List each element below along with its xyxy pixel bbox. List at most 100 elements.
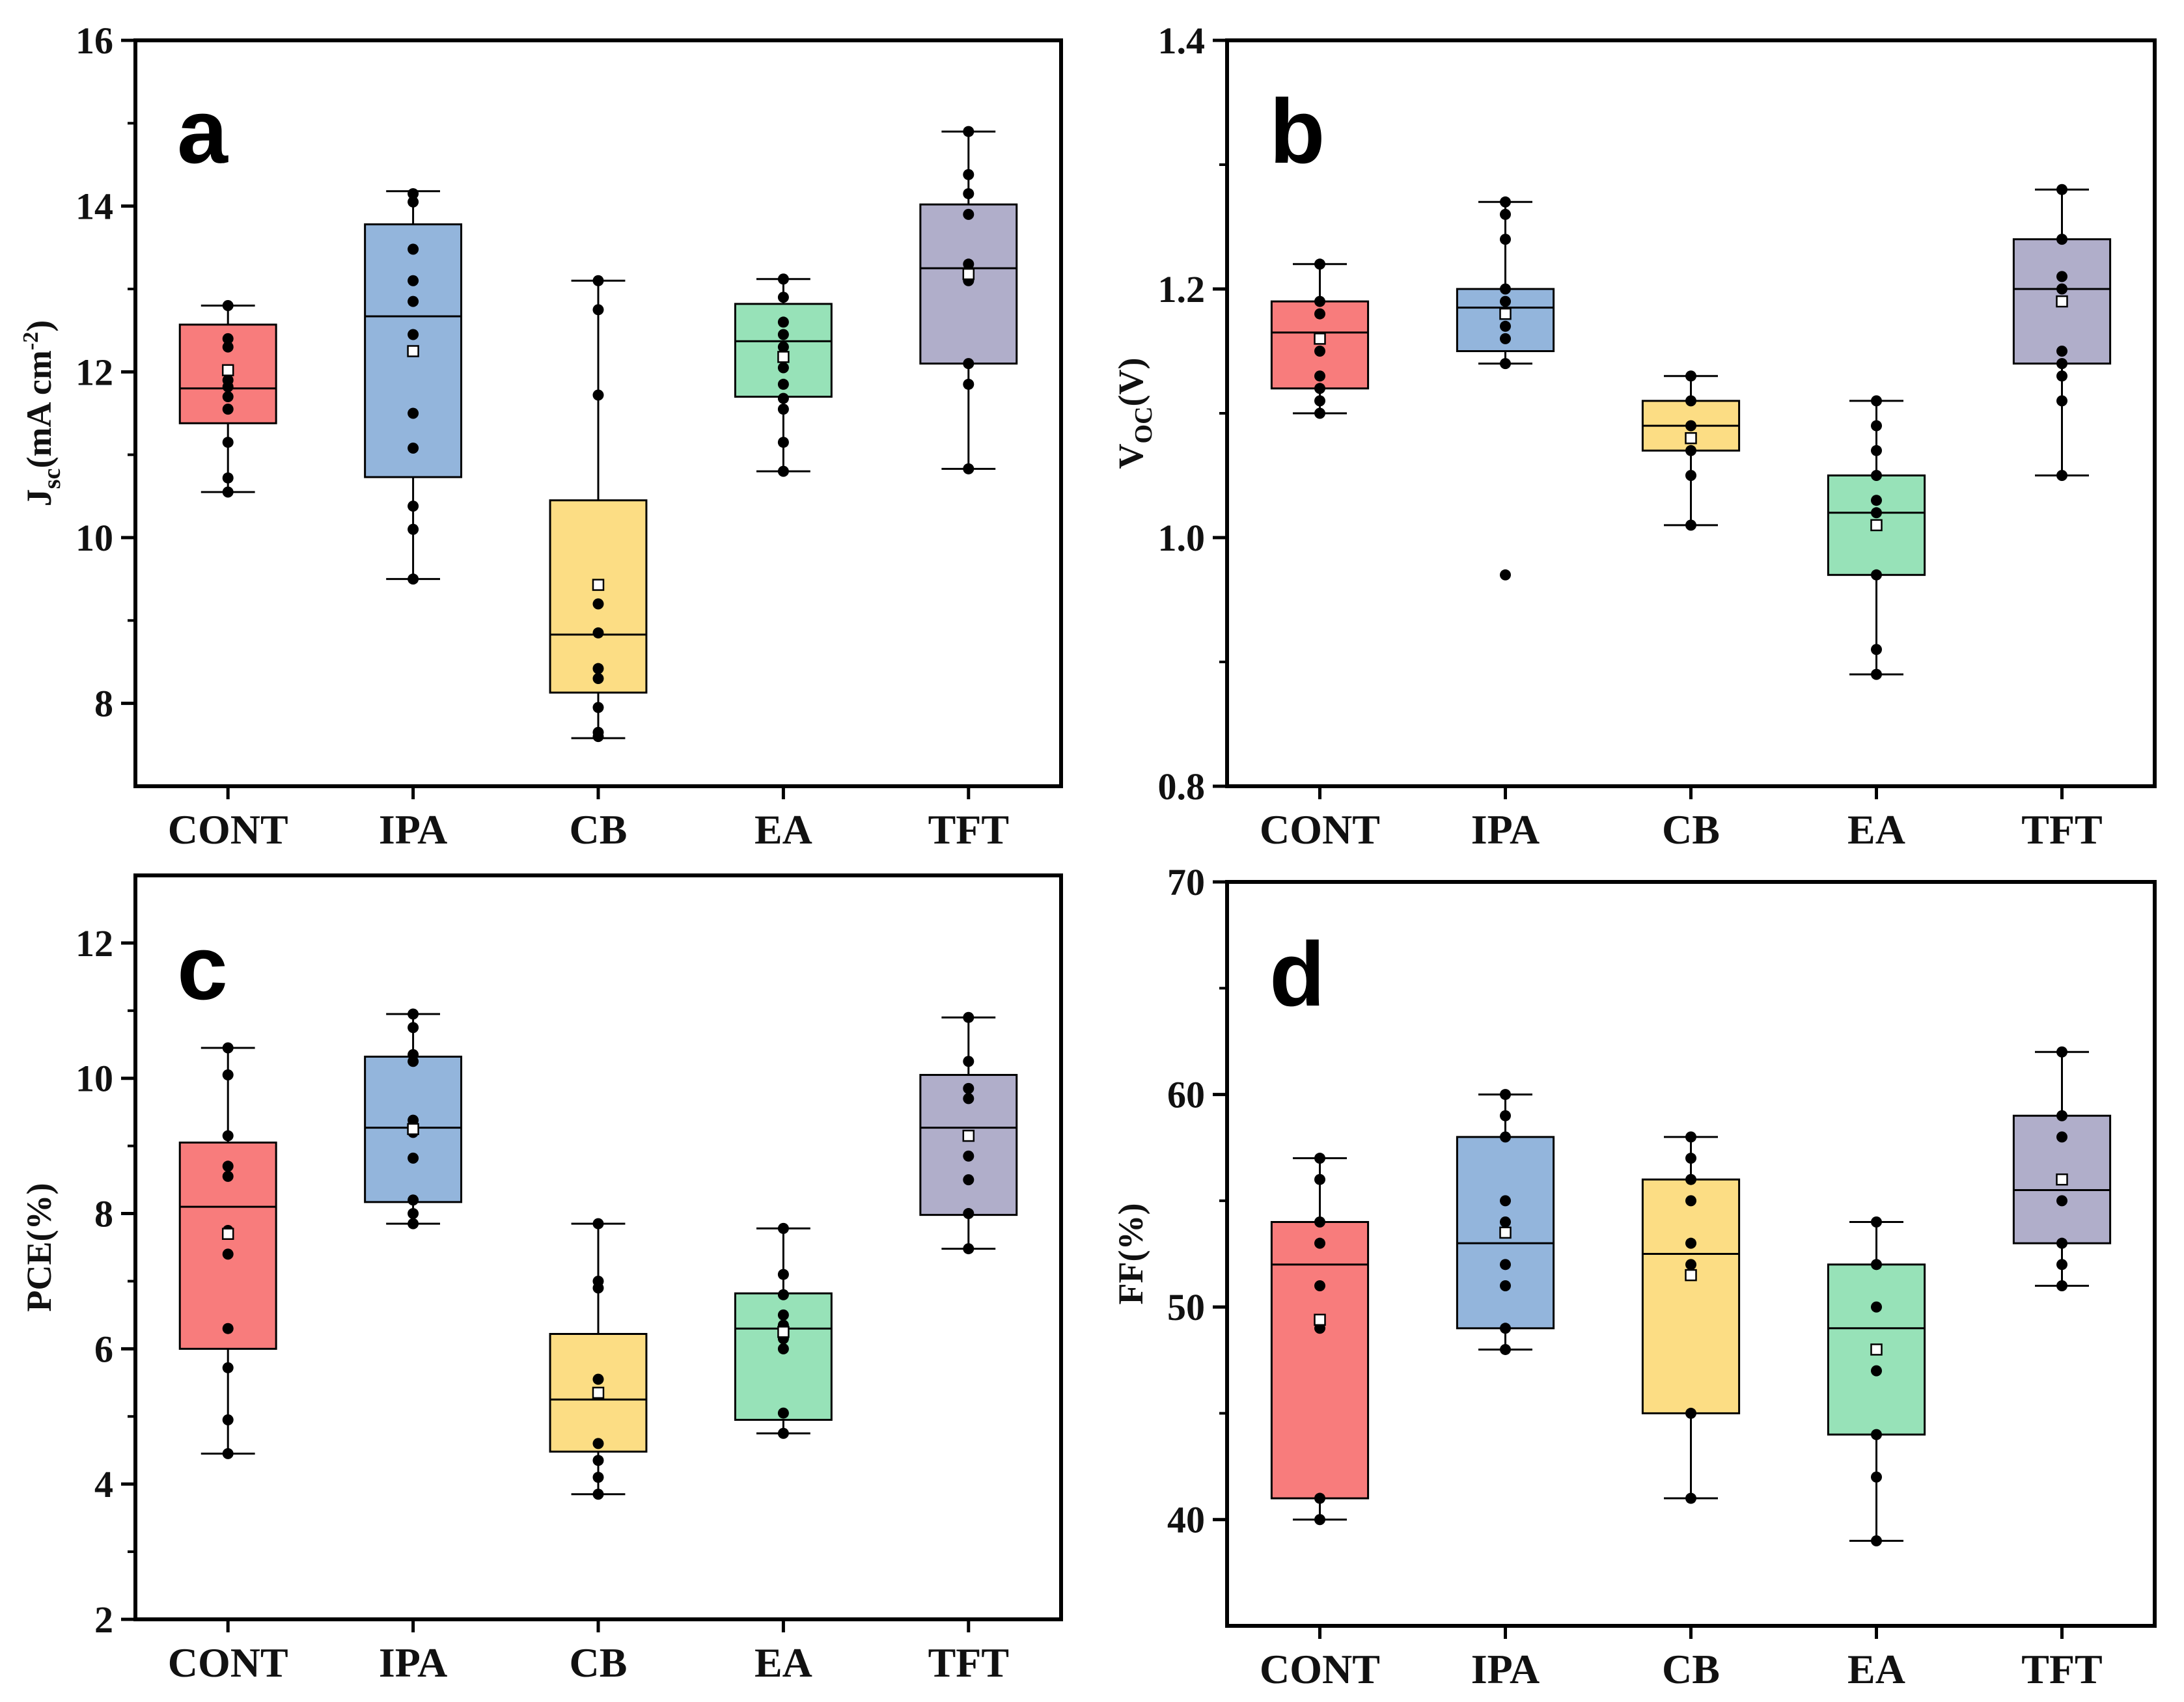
data-point	[408, 1152, 419, 1164]
data-point	[408, 243, 419, 255]
mean-marker	[1870, 519, 1883, 532]
data-point	[1871, 569, 1882, 581]
y-axis-label-part: FF(%)	[1111, 1203, 1150, 1305]
data-point	[777, 1427, 789, 1439]
y-tick-label: 1.4	[1158, 20, 1206, 62]
data-point	[592, 1218, 604, 1229]
data-point	[777, 437, 789, 448]
x-category-label: TFT	[2021, 806, 2102, 853]
data-point	[777, 404, 789, 415]
mean-marker	[1870, 1343, 1883, 1356]
data-point	[2056, 1131, 2067, 1143]
x-category-label: IPA	[1471, 1646, 1540, 1692]
y-tick-label: 16	[76, 20, 113, 62]
y-tick-label: 12	[76, 922, 113, 965]
data-point	[592, 598, 604, 610]
data-point	[592, 1373, 604, 1385]
data-point	[1314, 1280, 1325, 1291]
mean-marker	[592, 579, 605, 591]
data-point	[592, 304, 604, 316]
data-point	[592, 275, 604, 286]
data-point	[1871, 495, 1882, 506]
x-category-label: TFT	[928, 806, 1009, 853]
data-point	[408, 1194, 419, 1206]
data-point	[1314, 1237, 1325, 1249]
data-point	[1500, 1216, 1511, 1228]
x-category-label: EA	[1847, 1646, 1905, 1692]
data-point	[222, 1448, 234, 1459]
data-point	[2056, 470, 2067, 481]
mean-marker	[962, 1129, 975, 1142]
data-point	[1685, 1131, 1696, 1143]
y-axis-label-part: OC	[1130, 406, 1157, 443]
data-point	[408, 1114, 419, 1126]
x-category-label: CONT	[1260, 806, 1380, 853]
data-point	[777, 1289, 789, 1300]
y-tick-label: 12	[76, 351, 113, 393]
data-point	[2056, 1237, 2067, 1249]
panel-letter: c	[177, 916, 228, 1019]
data-point	[963, 1208, 975, 1220]
data-point	[1314, 1216, 1325, 1228]
data-point	[1500, 283, 1511, 295]
x-category-label: TFT	[928, 1640, 1009, 1686]
mean-marker	[777, 1326, 790, 1338]
data-point	[222, 1130, 234, 1142]
data-point	[408, 329, 419, 340]
data-point	[592, 389, 604, 401]
data-point	[1500, 1089, 1511, 1101]
data-point	[963, 378, 975, 390]
data-point	[1685, 445, 1696, 456]
data-point	[2056, 1259, 2067, 1270]
mean-marker	[1685, 432, 1697, 445]
data-point	[222, 391, 234, 403]
mean-marker	[1685, 1269, 1697, 1282]
data-point	[1871, 1535, 1882, 1546]
y-axis-label: Jsc(mA cm-2)	[19, 320, 66, 506]
data-point	[408, 295, 419, 307]
x-category-label: CB	[570, 806, 628, 853]
data-point	[408, 442, 419, 454]
data-point	[1314, 1153, 1325, 1164]
y-axis-label-part: J	[20, 489, 59, 506]
x-category-label: CONT	[168, 806, 288, 853]
data-point	[1314, 295, 1325, 307]
mean-marker	[221, 1228, 234, 1240]
data-point	[408, 196, 419, 208]
x-category-label: IPA	[1471, 806, 1540, 853]
panel-letter: a	[177, 80, 228, 182]
data-point	[1871, 1365, 1882, 1377]
y-tick-label: 40	[1167, 1499, 1205, 1541]
panel-a: 8 10 12 14 16 CONT IPA CB EA TFT Jsc(mA cm-2) a	[19, 20, 1063, 853]
data-point	[1500, 1280, 1511, 1291]
data-point	[777, 1343, 789, 1354]
data-point	[222, 472, 234, 484]
data-point	[592, 1438, 604, 1449]
box-cb	[549, 499, 648, 694]
data-point	[222, 1248, 234, 1260]
mean-marker	[2056, 295, 2068, 308]
data-point	[1500, 1343, 1511, 1355]
data-point	[1685, 470, 1696, 481]
mean-marker	[2056, 1173, 2068, 1186]
y-axis-label-part: (mA cm	[20, 350, 59, 468]
data-point	[592, 726, 604, 738]
y-axis-label: VOC(V)	[1111, 358, 1157, 469]
y-tick-label: 0.8	[1158, 765, 1206, 808]
data-point	[1314, 370, 1325, 382]
data-point	[1500, 295, 1511, 307]
y-tick-label: 8	[94, 683, 113, 725]
data-point	[777, 465, 789, 477]
x-category-label: CONT	[1260, 1646, 1380, 1692]
panel-letter: b	[1269, 80, 1325, 182]
data-point	[408, 407, 419, 419]
y-axis-label: FF(%)	[1111, 1203, 1150, 1305]
data-point	[777, 1269, 789, 1280]
mean-marker	[221, 364, 234, 377]
data-point	[1500, 208, 1511, 220]
data-point	[777, 378, 789, 390]
x-category-label: IPA	[379, 806, 447, 853]
y-tick-label: 60	[1167, 1074, 1205, 1116]
x-category-label: TFT	[2021, 1646, 2102, 1692]
box-cb	[1641, 1178, 1741, 1414]
